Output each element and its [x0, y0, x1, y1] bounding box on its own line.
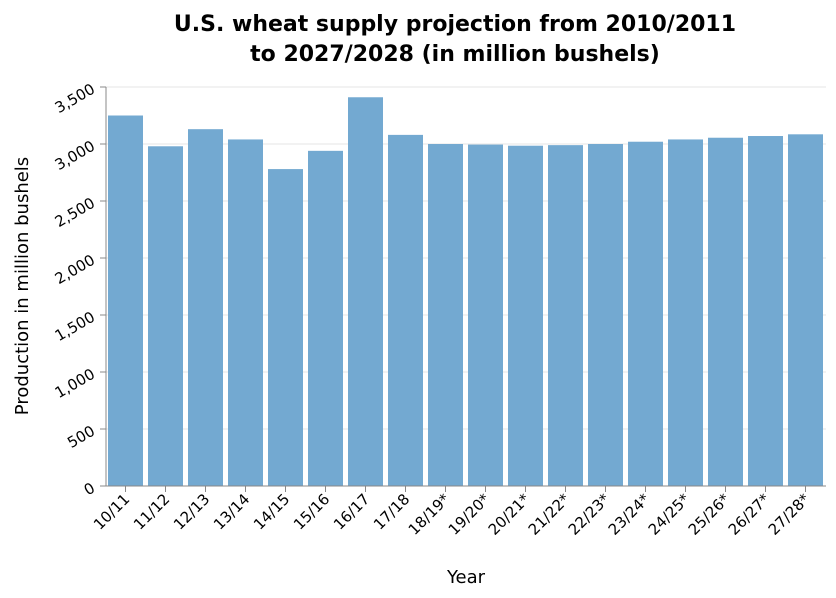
x-tick-label: 11/12: [130, 490, 173, 533]
x-tick-label: 16/17: [330, 490, 373, 533]
y-tick-label: 1,000: [52, 365, 98, 402]
bar: [388, 134, 423, 486]
bar: [788, 134, 823, 486]
y-tick-label: 2,500: [52, 194, 98, 231]
y-tick-label: 3,500: [52, 80, 98, 117]
chart-title-line-1: U.S. wheat supply projection from 2010/2…: [174, 12, 736, 37]
bar: [668, 139, 703, 486]
gridlines: [106, 86, 826, 487]
bar: [188, 129, 223, 486]
x-axis-title: Year: [446, 567, 486, 588]
bar: [468, 144, 503, 486]
x-tick-label: 20/21*: [485, 490, 534, 539]
x-tick-label: 27/28*: [765, 490, 814, 539]
x-tick-label: 12/13: [170, 490, 213, 533]
bar: [748, 136, 783, 486]
y-tick-label: 500: [64, 422, 98, 452]
x-tick-label: 21/22*: [525, 490, 574, 539]
bar: [268, 169, 303, 486]
y-tick-label: 3,000: [52, 137, 98, 174]
y-tick-label: 0: [81, 479, 98, 499]
bars: [108, 97, 823, 487]
x-tick-label: 23/24*: [605, 490, 654, 539]
bar: [148, 146, 183, 486]
y-tick-label: 2,000: [52, 251, 98, 288]
bar: [308, 150, 343, 486]
y-axis: 0 500 1,000 1,500 2,000 2,500 3,000 3,500: [52, 80, 107, 499]
x-tick-label: 15/16: [290, 490, 333, 533]
x-tick-label: 25/26*: [685, 490, 734, 539]
x-tick-label: 10/11: [90, 490, 133, 533]
x-axis: 10/1111/1212/1313/1414/1515/1616/1717/18…: [90, 485, 826, 539]
bar: [108, 115, 143, 486]
x-tick-label: 18/19*: [405, 490, 454, 539]
x-tick-label: 13/14: [210, 490, 253, 533]
x-tick-label: 26/27*: [725, 490, 774, 539]
bar: [708, 137, 743, 487]
y-tick-label: 1,500: [52, 308, 98, 345]
bar: [428, 144, 463, 486]
bar: [628, 141, 663, 486]
bar: [508, 145, 543, 486]
x-tick-label: 22/23*: [565, 490, 614, 539]
bar: [348, 97, 383, 486]
x-tick-label: 19/20*: [445, 490, 494, 539]
bar: [548, 145, 583, 486]
bar: [228, 139, 263, 486]
x-tick-label: 14/15: [250, 490, 293, 533]
x-tick-label: 24/25*: [645, 490, 694, 539]
chart-title-line-2: to 2027/2028 (in million bushels): [250, 42, 660, 67]
y-axis-title: Production in million bushels: [12, 157, 33, 415]
bar: [588, 144, 623, 486]
